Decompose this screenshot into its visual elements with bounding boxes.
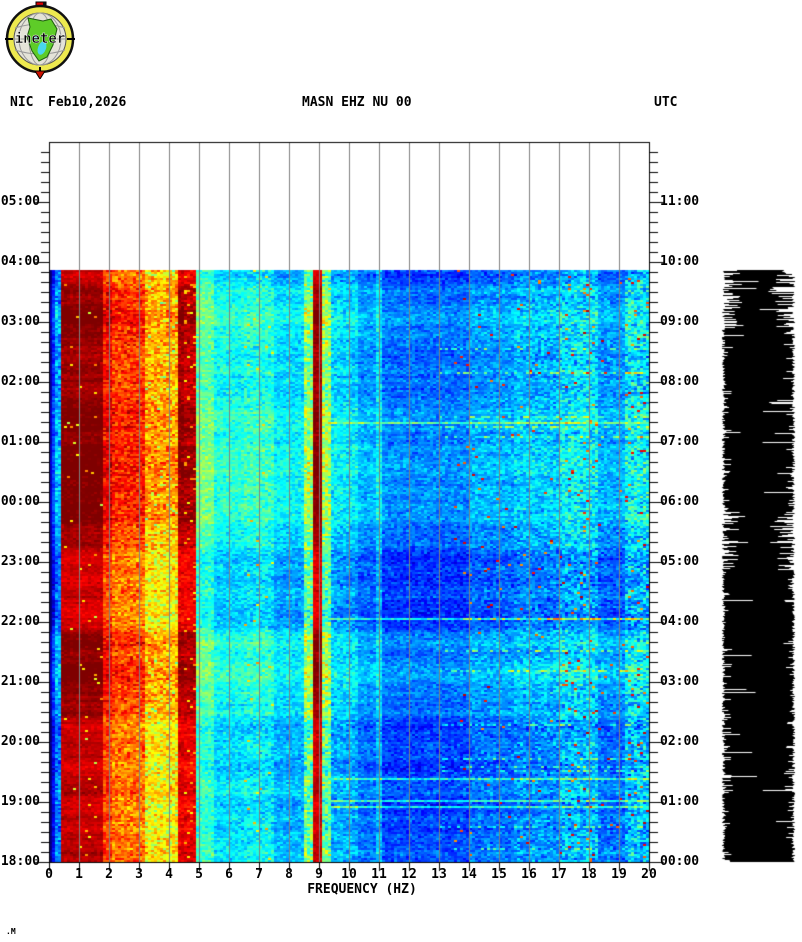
left-time-label: 23:00	[0, 554, 40, 569]
frequency-tick-label: 9	[315, 867, 323, 882]
left-time-label: 21:00	[0, 674, 40, 689]
frequency-tick-label: 16	[521, 867, 537, 882]
frequency-tick-label: 13	[431, 867, 447, 882]
logo-arrow-icon	[34, 70, 46, 79]
right-time-label: 10:00	[660, 254, 700, 269]
left-time-label: 20:00	[0, 734, 40, 749]
frequency-tick-label: 5	[195, 867, 203, 882]
right-time-label: 04:00	[660, 614, 700, 629]
frequency-tick-label: 6	[225, 867, 233, 882]
frequency-tick-label: 2	[105, 867, 113, 882]
frequency-tick-label: 12	[401, 867, 417, 882]
right-time-label: 06:00	[660, 494, 700, 509]
logo-text: ineter	[15, 31, 66, 47]
frequency-tick-label: 7	[255, 867, 263, 882]
frequency-tick-label: 8	[285, 867, 293, 882]
frequency-tick-label: 20	[641, 867, 657, 882]
right-time-label: 01:00	[660, 794, 700, 809]
frequency-tick-label: 0	[45, 867, 53, 882]
right-time-label: 09:00	[660, 314, 700, 329]
left-time-label: 00:00	[0, 494, 40, 509]
frequency-tick-label: 17	[551, 867, 567, 882]
corner-watermark: .M	[6, 927, 16, 936]
frequency-tick-label: 3	[135, 867, 143, 882]
left-time-label: 05:00	[0, 194, 40, 209]
left-time-label: 01:00	[0, 434, 40, 449]
right-time-label: 11:00	[660, 194, 700, 209]
right-time-label: 02:00	[660, 734, 700, 749]
left-time-label: 22:00	[0, 614, 40, 629]
frequency-tick-label: 18	[581, 867, 597, 882]
left-time-label: 04:00	[0, 254, 40, 269]
right-time-label: 08:00	[660, 374, 700, 389]
header-network: NIC	[10, 95, 34, 110]
logo-nicaragua-map	[26, 17, 58, 62]
frequency-tick-label: 4	[165, 867, 173, 882]
header-station-code: MASN EHZ NU 00	[302, 95, 412, 110]
right-time-label: 00:00	[660, 854, 700, 869]
right-time-label: 07:00	[660, 434, 700, 449]
header-utc-label: UTC	[654, 95, 678, 110]
header-date: Feb10,2026	[48, 95, 127, 110]
left-time-label: 03:00	[0, 314, 40, 329]
right-time-label: 03:00	[660, 674, 700, 689]
frequency-axis-title: FREQUENCY (HZ)	[307, 882, 417, 897]
frequency-tick-label: 11	[371, 867, 387, 882]
frequency-tick-label: 1	[75, 867, 83, 882]
left-time-label: 19:00	[0, 794, 40, 809]
left-time-label: 18:00	[0, 854, 40, 869]
frequency-tick-label: 15	[491, 867, 507, 882]
right-time-label: 05:00	[660, 554, 700, 569]
frequency-tick-label: 14	[461, 867, 477, 882]
left-time-label: 02:00	[0, 374, 40, 389]
frequency-tick-label: 19	[611, 867, 627, 882]
ineter-logo: ineter	[5, 1, 75, 79]
frequency-tick-label: 10	[341, 867, 357, 882]
